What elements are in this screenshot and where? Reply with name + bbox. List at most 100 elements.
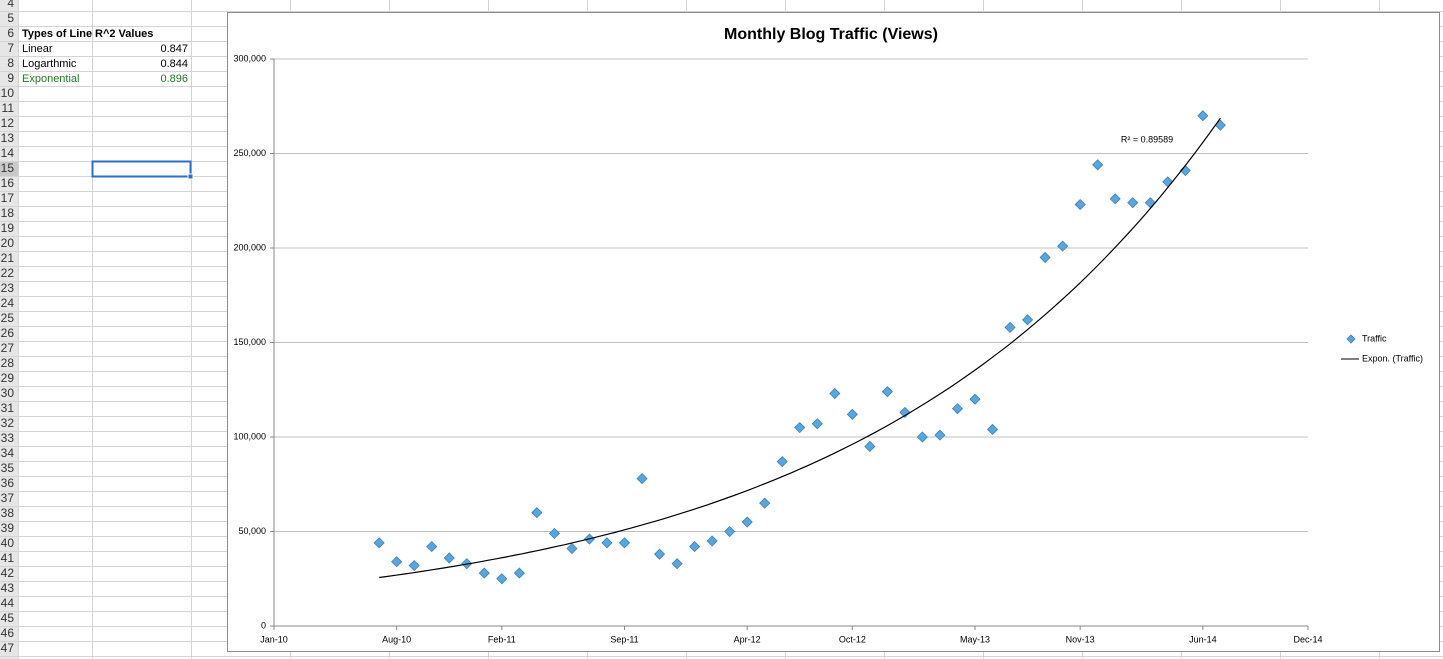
row-number: 41 [1,551,15,565]
x-tick-label: Jan-10 [260,634,288,644]
y-tick-label: 150,000 [233,337,266,347]
row-number: 23 [1,281,15,295]
data-point [1092,159,1104,171]
row-number: 16 [1,176,15,190]
row-number: 43 [1,581,15,595]
data-point [531,507,543,519]
row-number: 19 [1,221,15,235]
row-number: 28 [1,356,15,370]
y-tick-label: 100,000 [233,431,266,441]
fill-handle[interactable] [187,173,194,180]
row-number: 20 [1,236,15,250]
row-number: 12 [1,116,15,130]
row-number: 10 [1,86,15,100]
trendline [379,117,1221,579]
y-tick-label: 200,000 [233,242,266,252]
data-point [899,406,911,418]
data-point [653,548,666,560]
data-point [548,527,560,539]
row-number: 47 [1,641,15,655]
data-point [776,456,788,468]
row-number: 26 [1,326,15,340]
x-tick-label: Sep-11 [610,634,638,644]
row-number: 11 [2,101,15,115]
data-point [566,542,578,555]
row-number: 5 [7,11,14,25]
cell: 0.844 [160,58,188,70]
row-number: 39 [1,521,15,535]
x-tick-label: May-13 [960,634,990,644]
data-point [864,440,876,453]
row-number: 14 [1,146,15,160]
row-number: 4 [7,0,14,10]
data-point [881,386,893,398]
data-point [1022,314,1034,326]
data-point [811,418,823,430]
data-point [969,393,981,405]
row-number: 34 [1,446,15,460]
x-tick-label: Apr-12 [734,634,761,644]
x-tick-label: Nov-13 [1066,634,1095,644]
row-number: 18 [1,206,15,220]
row-number: 27 [1,341,15,355]
row-number: 44 [1,596,15,610]
column-heading-cell: Types of Line [22,28,92,40]
chart-frame [227,12,1440,652]
data-point [618,537,631,549]
data-point [706,535,718,547]
selected-row-header [0,161,18,177]
x-tick-label: Oct-12 [839,634,866,644]
y-tick-label: 0 [261,620,266,630]
row-number: 33 [1,431,15,445]
data-point [689,541,701,553]
row-number: 38 [1,506,15,520]
trendline-label: R² = 0.89589 [1121,134,1173,144]
data-point [391,556,403,568]
data-point [794,421,806,434]
y-tick-label: 300,000 [233,53,266,63]
data-point [1127,197,1139,209]
row-number: 13 [1,131,15,145]
data-point [1057,240,1069,252]
cell: 0.896 [160,73,188,85]
data-point [829,387,841,400]
row-number: 37 [1,491,15,505]
row-number: 15 [1,161,15,175]
row-number: 9 [7,71,14,85]
row-number: 22 [1,266,15,280]
cell: 0.847 [160,43,188,55]
legend-label: Traffic [1362,333,1387,343]
data-point [636,473,648,485]
data-point [408,559,420,572]
data-point [1039,251,1051,264]
row-number: 29 [1,371,15,385]
cell: Logarthmic [22,58,77,70]
cell: Linear [22,43,53,55]
x-tick-label: Jun-14 [1189,634,1217,644]
data-point [741,516,753,528]
row-number: 7 [7,41,14,55]
row-number: 40 [1,536,15,550]
row-number: 25 [1,311,15,325]
row-number: 46 [1,626,15,640]
data-point [601,537,613,549]
data-point [916,431,929,443]
data-point [951,403,964,415]
chart-title: Monthly Blog Traffic (Views) [724,26,938,43]
data-point [671,558,683,570]
y-tick-label: 250,000 [233,148,266,158]
row-number: 35 [1,461,15,475]
selected-cell[interactable] [91,160,192,178]
row-number: 31 [1,401,15,415]
row-number: 42 [1,566,15,580]
cell: Exponential [22,73,80,85]
data-point [426,541,438,553]
data-point [846,408,858,420]
x-tick-label: Dec-14 [1293,634,1322,644]
cells: Types of Line R^2 Values Linear 0.847 Logart… [22,28,188,85]
legend-label: Expon. (Traffic) [1362,353,1423,363]
x-tick-label: Aug-10 [382,634,411,644]
chart[interactable]: Monthly Blog Traffic (Views) 0 50,000 100,… [227,12,1440,652]
y-tick-label: 50,000 [238,526,266,536]
